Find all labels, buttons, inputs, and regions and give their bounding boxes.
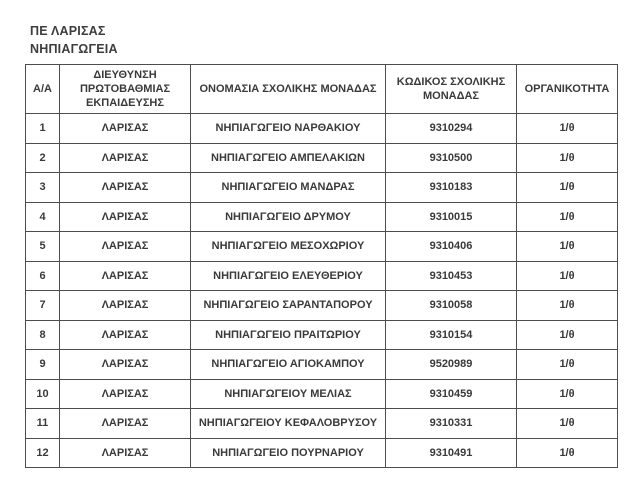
table-row: 8 ΛΑΡΙΣΑΣ ΝΗΠΙΑΓΩΓΕΙΟ ΠΡΑΙΤΩΡΙΟΥ 9310154 1/θ: [25, 319, 618, 350]
directorate-cell: ΛΑΡΙΣΑΣ: [59, 349, 191, 380]
school-name-cell: ΝΗΠΙΑΓΩΓΕΙΟΥ ΚΕΦΑΛΟΒΡΥΣΟΥ: [190, 408, 386, 439]
table-row: 4 ΛΑΡΙΣΑΣ ΝΗΠΙΑΓΩΓΕΙΟ ΔΡΥΜΟΥ 9310015 1/θ: [25, 201, 618, 232]
directorate-cell: ΛΑΡΙΣΑΣ: [59, 260, 191, 291]
aa-cell: 11: [25, 408, 60, 439]
aa-cell: 6: [25, 260, 60, 291]
table-row: 2 ΛΑΡΙΣΑΣ ΝΗΠΙΑΓΩΓΕΙΟ ΑΜΠΕΛΑΚΙΩΝ 9310500 1/θ: [25, 142, 618, 173]
school-code-cell: 9310183: [385, 172, 517, 203]
organicity-cell: 1/θ: [516, 290, 618, 321]
aa-cell: 2: [25, 142, 60, 173]
table-row: 10 ΛΑΡΙΣΑΣ ΝΗΠΙΑΓΩΓΕΙΟΥ ΜΕΛΙΑΣ 9310459 1/θ: [25, 378, 618, 409]
school-code-cell: 9310500: [385, 142, 517, 173]
aa-cell: 1: [25, 113, 60, 144]
directorate-cell: ΛΑΡΙΣΑΣ: [59, 378, 191, 409]
school-name-cell: ΝΗΠΙΑΓΩΓΕΙΟ ΠΟΥΡΝΑΡΙΟΥ: [190, 437, 386, 468]
table-body: 1 ΛΑΡΙΣΑΣ ΝΗΠΙΑΓΩΓΕΙΟ ΝΑΡΘΑΚΙΟΥ 9310294 1/θ 2…: [25, 113, 618, 468]
directorate-cell: ΛΑΡΙΣΑΣ: [59, 408, 191, 439]
aa-cell: 7: [25, 290, 60, 321]
table-row: 12 ΛΑΡΙΣΑΣ ΝΗΠΙΑΓΩΓΕΙΟ ΠΟΥΡΝΑΡΙΟΥ 9310491 1/…: [25, 437, 618, 468]
school-name-cell: ΝΗΠΙΑΓΩΓΕΙΟ ΔΡΥΜΟΥ: [190, 201, 386, 232]
organicity-cell: 1/θ: [516, 349, 618, 380]
organicity-cell: 1/θ: [516, 231, 618, 262]
table-row: 11 ΛΑΡΙΣΑΣ ΝΗΠΙΑΓΩΓΕΙΟΥ ΚΕΦΑΛΟΒΡΥΣΟΥ 931033…: [25, 408, 618, 439]
organicity-cell: 1/θ: [516, 408, 618, 439]
table-row: 9 ΛΑΡΙΣΑΣ ΝΗΠΙΑΓΩΓΕΙΟ ΑΓΙΟΚΑΜΠΟΥ 9520989 1/θ: [25, 349, 618, 380]
organicity-cell: 1/θ: [516, 113, 618, 144]
organicity-cell: 1/θ: [516, 201, 618, 232]
school-name-cell: ΝΗΠΙΑΓΩΓΕΙΟ ΕΛΕΥΘΕΡΙΟΥ: [190, 260, 386, 291]
table-header: Α/Α ΔΙΕΥΘΥΝΣΗ ΠΡΩΤΟΒΑΘΜΙΑΣ ΕΚΠΑΙΔΕΥΣΗΣ Ο…: [25, 64, 618, 114]
school-code-cell: 9310154: [385, 319, 517, 350]
directorate-cell: ΛΑΡΙΣΑΣ: [59, 142, 191, 173]
table-row: 6 ΛΑΡΙΣΑΣ ΝΗΠΙΑΓΩΓΕΙΟ ΕΛΕΥΘΕΡΙΟΥ 9310453 1/θ: [25, 260, 618, 291]
school-code-cell: 9310015: [385, 201, 517, 232]
directorate-cell: ΛΑΡΙΣΑΣ: [59, 113, 191, 144]
table-header-row: Α/Α ΔΙΕΥΘΥΝΣΗ ΠΡΩΤΟΒΑΘΜΙΑΣ ΕΚΠΑΙΔΕΥΣΗΣ Ο…: [25, 64, 618, 114]
table-row: 1 ΛΑΡΙΣΑΣ ΝΗΠΙΑΓΩΓΕΙΟ ΝΑΡΘΑΚΙΟΥ 9310294 1/θ: [25, 113, 618, 144]
organicity-cell: 1/θ: [516, 319, 618, 350]
school-name-cell: ΝΗΠΙΑΓΩΓΕΙΟ ΠΡΑΙΤΩΡΙΟΥ: [190, 319, 386, 350]
organicity-cell: 1/θ: [516, 172, 618, 203]
document-title: ΠΕ ΛΑΡΙΣΑΣ ΝΗΠΙΑΓΩΓΕΙΑ: [30, 22, 118, 58]
directorate-cell: ΛΑΡΙΣΑΣ: [59, 231, 191, 262]
column-header-aa: Α/Α: [25, 64, 60, 114]
column-header-organicity: ΟΡΓΑΝΙΚΟΤΗΤΑ: [516, 64, 618, 114]
organicity-cell: 1/θ: [516, 142, 618, 173]
table-row: 5 ΛΑΡΙΣΑΣ ΝΗΠΙΑΓΩΓΕΙΟ ΜΕΣΟΧΩΡΙΟΥ 9310406 1/θ: [25, 231, 618, 262]
organicity-cell: 1/θ: [516, 437, 618, 468]
school-name-cell: ΝΗΠΙΑΓΩΓΕΙΟ ΣΑΡΑΝΤΑΠΟΡΟΥ: [190, 290, 386, 321]
table-row: 3 ΛΑΡΙΣΑΣ ΝΗΠΙΑΓΩΓΕΙΟ ΜΑΝΔΡΑΣ 9310183 1/θ: [25, 172, 618, 203]
directorate-cell: ΛΑΡΙΣΑΣ: [59, 172, 191, 203]
aa-cell: 12: [25, 437, 60, 468]
school-code-cell: 9310331: [385, 408, 517, 439]
column-header-school-code: ΚΩΔΙΚΟΣ ΣΧΟΛΙΚΗΣ ΜΟΝΑΔΑΣ: [385, 64, 517, 114]
aa-cell: 3: [25, 172, 60, 203]
aa-cell: 9: [25, 349, 60, 380]
aa-cell: 8: [25, 319, 60, 350]
school-code-cell: 9310491: [385, 437, 517, 468]
organicity-cell: 1/θ: [516, 260, 618, 291]
column-header-school-name: ΟΝΟΜΑΣΙΑ ΣΧΟΛΙΚΗΣ ΜΟΝΑΔΑΣ: [190, 64, 386, 114]
school-name-cell: ΝΗΠΙΑΓΩΓΕΙΟ ΜΕΣΟΧΩΡΙΟΥ: [190, 231, 386, 262]
school-code-cell: 9520989: [385, 349, 517, 380]
school-code-cell: 9310406: [385, 231, 517, 262]
school-name-cell: ΝΗΠΙΑΓΩΓΕΙΟ ΜΑΝΔΡΑΣ: [190, 172, 386, 203]
directorate-cell: ΛΑΡΙΣΑΣ: [59, 437, 191, 468]
directorate-cell: ΛΑΡΙΣΑΣ: [59, 201, 191, 232]
school-code-cell: 9310058: [385, 290, 517, 321]
title-region: ΠΕ ΛΑΡΙΣΑΣ: [30, 24, 106, 38]
school-name-cell: ΝΗΠΙΑΓΩΓΕΙΟ ΝΑΡΘΑΚΙΟΥ: [190, 113, 386, 144]
aa-cell: 4: [25, 201, 60, 232]
aa-cell: 5: [25, 231, 60, 262]
table-row: 7 ΛΑΡΙΣΑΣ ΝΗΠΙΑΓΩΓΕΙΟ ΣΑΡΑΝΤΑΠΟΡΟΥ 9310058 1…: [25, 290, 618, 321]
directorate-cell: ΛΑΡΙΣΑΣ: [59, 290, 191, 321]
school-code-cell: 9310453: [385, 260, 517, 291]
title-school-type: ΝΗΠΙΑΓΩΓΕΙΑ: [30, 42, 118, 56]
school-name-cell: ΝΗΠΙΑΓΩΓΕΙΟ ΑΓΙΟΚΑΜΠΟΥ: [190, 349, 386, 380]
school-name-cell: ΝΗΠΙΑΓΩΓΕΙΟ ΑΜΠΕΛΑΚΙΩΝ: [190, 142, 386, 173]
school-code-cell: 9310459: [385, 378, 517, 409]
schools-table: Α/Α ΔΙΕΥΘΥΝΣΗ ΠΡΩΤΟΒΑΘΜΙΑΣ ΕΚΠΑΙΔΕΥΣΗΣ Ο…: [25, 64, 618, 468]
aa-cell: 10: [25, 378, 60, 409]
organicity-cell: 1/θ: [516, 378, 618, 409]
column-header-directorate: ΔΙΕΥΘΥΝΣΗ ΠΡΩΤΟΒΑΘΜΙΑΣ ΕΚΠΑΙΔΕΥΣΗΣ: [59, 64, 191, 114]
school-code-cell: 9310294: [385, 113, 517, 144]
school-name-cell: ΝΗΠΙΑΓΩΓΕΙΟΥ ΜΕΛΙΑΣ: [190, 378, 386, 409]
directorate-cell: ΛΑΡΙΣΑΣ: [59, 319, 191, 350]
